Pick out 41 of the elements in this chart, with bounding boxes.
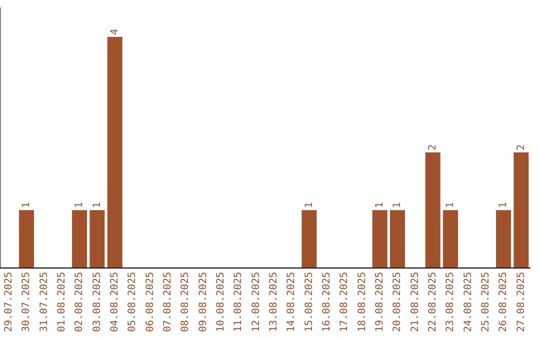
x-tick-label: 14.08.2025 [286,272,298,332]
x-tick-label: 12.08.2025 [250,272,262,332]
x-tick-label: 04.08.2025 [109,272,120,332]
data-label: 1 [498,202,510,208]
x-tick-label: 22.08.2025 [427,272,438,332]
data-label: 2 [516,144,527,150]
data-label: 4 [109,28,120,35]
x-tick-label: 11.08.2025 [233,272,244,332]
data-label: 1 [304,202,315,208]
data-label: 2 [427,144,438,150]
x-tick-label: 10.08.2025 [215,272,226,332]
x-tick-label: 09.08.2025 [198,272,209,332]
x-tick-label: 07.08.2025 [162,272,174,332]
x-tick-label: 25.08.2025 [480,272,492,332]
x-tick-label: 03.08.2025 [92,272,103,332]
x-tick-label: 08.08.2025 [180,272,192,332]
x-tick-label: 29.07.2025 [3,272,14,332]
x-tick-label: 18.08.2025 [356,272,368,332]
x-tick-label: 21.08.2025 [410,272,421,332]
data-label: 1 [374,202,386,208]
x-tick-label: 23.08.2025 [445,272,456,332]
x-tick-label: 06.08.2025 [144,272,156,332]
data-label: 1 [21,202,32,208]
x-tick-label: 02.08.2025 [74,272,86,332]
data-label: 1 [392,202,404,208]
x-tick-label: 13.08.2025 [268,272,280,332]
x-tick-label: 31.07.2025 [38,272,50,332]
x-tick-label: 30.07.2025 [21,272,32,332]
x-tick-label: 26.08.2025 [498,272,510,332]
x-tick-label: 01.08.2025 [56,272,68,332]
x-tick-label: 20.08.2025 [392,272,404,332]
x-tick-label: 05.08.2025 [127,272,138,332]
data-label: 1 [92,202,103,208]
x-tick-label: 17.08.2025 [339,272,350,332]
x-tick-label: 27.08.2025 [516,272,527,332]
x-tick-label: 16.08.2025 [321,272,332,332]
x-tick-label: 19.08.2025 [374,272,386,332]
x-tick-label: 15.08.2025 [304,272,315,332]
x-tick-label: 24.08.2025 [462,272,474,332]
data-label: 1 [74,202,86,208]
data-label: 1 [445,202,456,208]
